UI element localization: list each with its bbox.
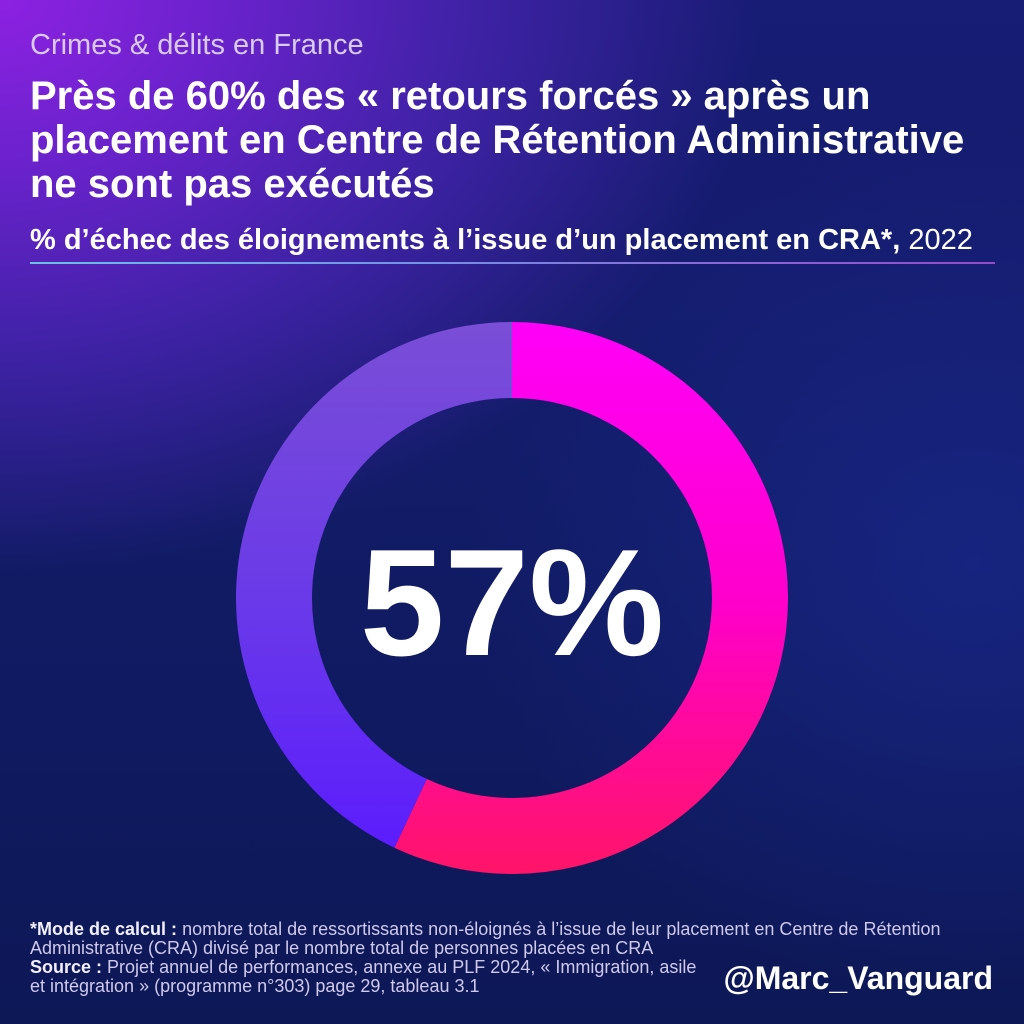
headline: Près de 60% des « retours forcés » après… (30, 74, 964, 206)
headline-line: ne sont pas exécutés (30, 162, 435, 206)
donut-slice-2 (235, 322, 512, 848)
footnote-line: *Mode de calcul : nombre total de ressor… (30, 920, 941, 939)
donut-center-value: 57% (360, 518, 664, 688)
footnote-line: Source : Projet annuel de performances, … (30, 958, 941, 977)
method-label: *Mode de calcul : (30, 919, 178, 939)
headline-line: placement en Centre de Rétention Adminis… (30, 118, 965, 162)
author-handle: @Marc_Vanguard (723, 960, 993, 996)
donut-slices (235, 322, 788, 874)
subtitle-underline (30, 262, 995, 264)
source-text: Projet annuel de performances, annexe au… (107, 957, 697, 977)
kicker: Crimes & délits en France (30, 29, 364, 61)
source-label: Source : (30, 957, 103, 977)
method-text: Administrative (CRA) divisé par le nombr… (30, 938, 654, 958)
source-text: et intégration » (programme n°303) page … (30, 976, 480, 996)
donut-chart: 57% (235, 322, 788, 874)
chart-subtitle-main: % d’échec des éloignements à l’issue d’u… (30, 224, 901, 256)
donut-slice-1 (394, 322, 788, 874)
footnote-line: Administrative (CRA) divisé par le nombr… (30, 939, 941, 958)
chart-subtitle-year: 2022 (908, 224, 973, 256)
headline-line: Près de 60% des « retours forcés » après… (30, 74, 871, 118)
chart-subtitle: % d’échec des éloignements à l’issue d’u… (30, 223, 973, 257)
method-text: nombre total de ressortissants non-éloig… (182, 919, 941, 939)
footnote: *Mode de calcul : nombre total de ressor… (30, 920, 941, 996)
footnote-line: et intégration » (programme n°303) page … (30, 977, 941, 996)
